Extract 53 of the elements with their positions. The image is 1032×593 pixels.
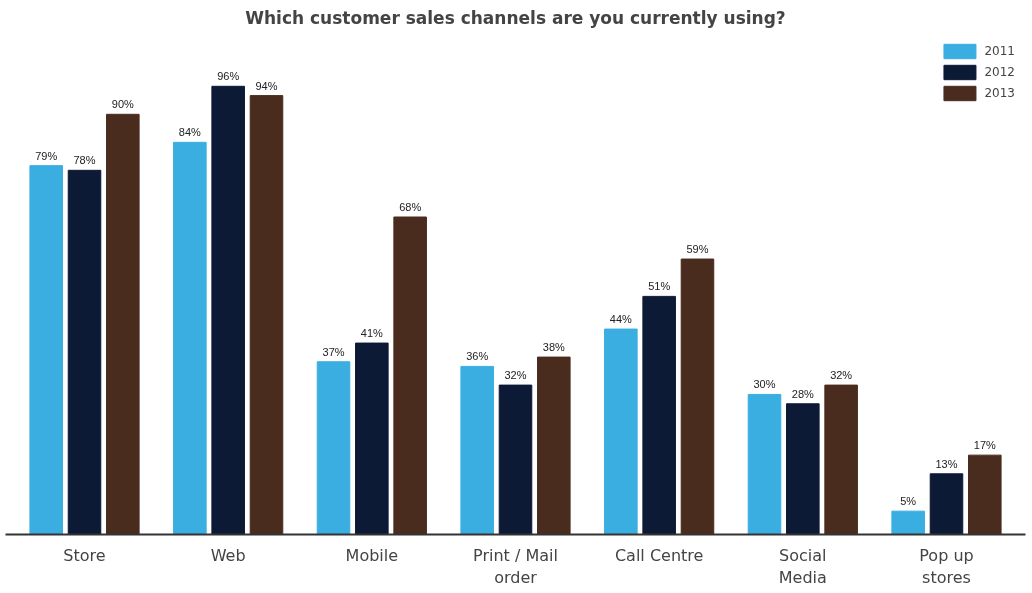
bar xyxy=(67,169,102,535)
x-tick-label: Mobile xyxy=(345,545,399,565)
bar xyxy=(498,384,533,535)
bar xyxy=(355,342,389,535)
bar xyxy=(929,473,964,535)
bar xyxy=(460,365,494,535)
data-label: 79% xyxy=(35,149,58,162)
data-label: 78% xyxy=(73,154,96,167)
bar xyxy=(211,85,245,535)
bar xyxy=(316,361,351,535)
data-label: 17% xyxy=(973,439,997,452)
data-label: 84% xyxy=(178,126,202,139)
bar xyxy=(642,295,676,535)
data-label: 37% xyxy=(322,345,345,358)
chart-title: Which customer sales channels are you currently using? xyxy=(245,7,786,28)
x-tick-label: Store xyxy=(63,545,106,565)
data-label: 94% xyxy=(255,79,278,92)
data-label: 44% xyxy=(609,313,633,326)
data-label: 36% xyxy=(466,350,489,363)
bar xyxy=(680,258,715,535)
bar xyxy=(29,165,63,535)
x-tick-label: Pop up stores xyxy=(919,545,974,588)
data-label: 13% xyxy=(935,457,958,470)
data-label: 32% xyxy=(830,369,853,382)
data-label: 41% xyxy=(360,327,384,340)
x-tick-label: Call Centre xyxy=(614,545,704,565)
bar xyxy=(604,328,638,535)
data-label: 59% xyxy=(686,243,709,256)
legend-label: 2011 xyxy=(984,44,1015,58)
bar xyxy=(393,216,427,535)
bar xyxy=(747,393,782,535)
data-label: 30% xyxy=(753,378,776,391)
bar xyxy=(968,454,1002,535)
data-label: 32% xyxy=(504,369,527,382)
x-tick-label: Print / Mail order xyxy=(473,545,558,588)
data-label: 28% xyxy=(791,387,815,400)
data-label: 5% xyxy=(900,495,917,508)
x-tick-label: Social Media xyxy=(778,545,827,588)
legend-label: 2013 xyxy=(984,86,1015,100)
bar xyxy=(106,113,140,535)
bar xyxy=(891,510,925,535)
bar xyxy=(249,95,284,535)
data-label: 38% xyxy=(542,341,566,354)
data-label: 90% xyxy=(111,98,135,111)
data-label: 51% xyxy=(648,280,671,293)
bar xyxy=(537,356,571,535)
legend-label: 2012 xyxy=(984,65,1015,79)
x-tick-label: Web xyxy=(210,545,246,565)
data-label: 96% xyxy=(217,70,240,83)
bar xyxy=(173,141,207,535)
bar xyxy=(824,384,858,535)
bar xyxy=(786,403,820,535)
data-label: 68% xyxy=(399,201,422,214)
